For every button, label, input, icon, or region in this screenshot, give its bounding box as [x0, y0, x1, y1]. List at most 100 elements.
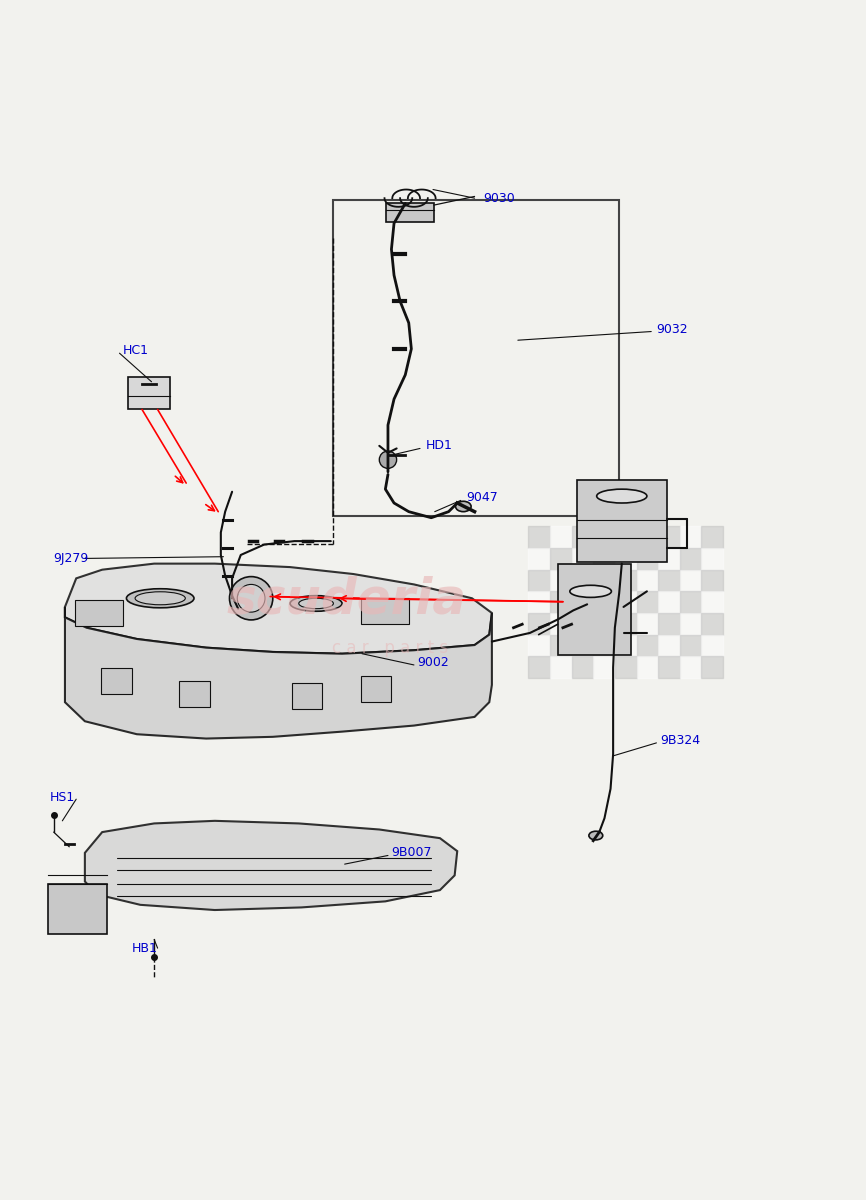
Bar	[386, 203, 434, 222]
Bar	[701, 570, 723, 592]
Bar	[101, 667, 132, 694]
Bar	[550, 613, 572, 635]
Bar	[572, 613, 593, 635]
Bar	[615, 570, 637, 592]
Bar	[550, 527, 572, 548]
Bar	[550, 656, 572, 678]
Ellipse shape	[135, 592, 185, 605]
Bar	[637, 570, 658, 592]
Bar	[572, 592, 593, 613]
Bar	[637, 635, 658, 656]
Bar	[637, 527, 658, 548]
Text: 9B007: 9B007	[391, 846, 432, 859]
Text: 9047: 9047	[466, 491, 498, 504]
Bar	[680, 548, 701, 570]
Bar	[572, 548, 593, 570]
Text: c a r   p a r t s: c a r p a r t s	[332, 638, 448, 656]
Bar	[593, 656, 615, 678]
Bar	[701, 635, 723, 656]
Bar	[637, 592, 658, 613]
Bar	[615, 592, 637, 613]
Ellipse shape	[597, 490, 647, 503]
Bar	[680, 635, 701, 656]
Bar	[558, 564, 631, 654]
Bar	[550, 592, 572, 613]
Bar	[615, 613, 637, 635]
Bar	[550, 635, 572, 656]
Bar	[658, 527, 680, 548]
Bar	[75, 600, 123, 626]
Bar	[593, 635, 615, 656]
Bar	[680, 656, 701, 678]
Bar	[615, 527, 637, 548]
Bar	[593, 570, 615, 592]
Bar	[292, 683, 322, 709]
Bar	[528, 613, 550, 635]
Bar	[528, 548, 550, 570]
Polygon shape	[65, 607, 492, 738]
Polygon shape	[85, 821, 457, 910]
Bar	[637, 656, 658, 678]
Bar	[658, 635, 680, 656]
Bar	[593, 613, 615, 635]
Bar	[701, 548, 723, 570]
Text: 9J279: 9J279	[54, 552, 89, 565]
Text: scuderia: scuderia	[226, 576, 467, 624]
Ellipse shape	[570, 586, 611, 598]
Circle shape	[229, 577, 273, 620]
Bar	[528, 656, 550, 678]
Circle shape	[237, 584, 265, 612]
Bar	[680, 613, 701, 635]
Bar	[658, 548, 680, 570]
Bar	[658, 656, 680, 678]
Bar	[701, 592, 723, 613]
Bar	[361, 599, 409, 624]
Bar	[528, 527, 550, 548]
Ellipse shape	[589, 832, 603, 840]
Bar	[528, 592, 550, 613]
Bar	[528, 635, 550, 656]
Bar	[361, 677, 391, 702]
Bar	[572, 635, 593, 656]
Bar	[577, 480, 667, 562]
Bar	[615, 635, 637, 656]
Ellipse shape	[299, 599, 333, 608]
Bar	[701, 613, 723, 635]
Text: HB1: HB1	[132, 942, 158, 955]
Bar	[572, 570, 593, 592]
Text: HD1: HD1	[426, 439, 453, 452]
Bar	[333, 200, 619, 516]
Bar	[572, 656, 593, 678]
Bar	[572, 527, 593, 548]
Text: HS1: HS1	[50, 791, 75, 804]
Bar	[658, 570, 680, 592]
Polygon shape	[65, 564, 492, 654]
Bar	[615, 548, 637, 570]
Text: HC1: HC1	[123, 344, 149, 358]
Text: 9B324: 9B324	[660, 733, 700, 746]
Bar	[658, 592, 680, 613]
Bar	[593, 592, 615, 613]
Bar	[128, 377, 170, 409]
Circle shape	[379, 451, 397, 468]
Bar	[550, 570, 572, 592]
Ellipse shape	[126, 589, 194, 607]
Bar	[680, 570, 701, 592]
Bar	[48, 884, 107, 935]
Ellipse shape	[290, 595, 342, 611]
Bar	[528, 570, 550, 592]
Bar	[701, 656, 723, 678]
Bar	[701, 527, 723, 548]
Bar	[680, 592, 701, 613]
Text: 9002: 9002	[417, 656, 449, 668]
Bar	[593, 527, 615, 548]
Bar	[179, 680, 210, 707]
Bar	[637, 548, 658, 570]
Bar	[680, 527, 701, 548]
Text: 9032: 9032	[656, 323, 688, 336]
Bar	[637, 613, 658, 635]
Bar	[593, 548, 615, 570]
Text: 9030: 9030	[483, 192, 515, 205]
Bar	[615, 656, 637, 678]
Bar	[658, 613, 680, 635]
